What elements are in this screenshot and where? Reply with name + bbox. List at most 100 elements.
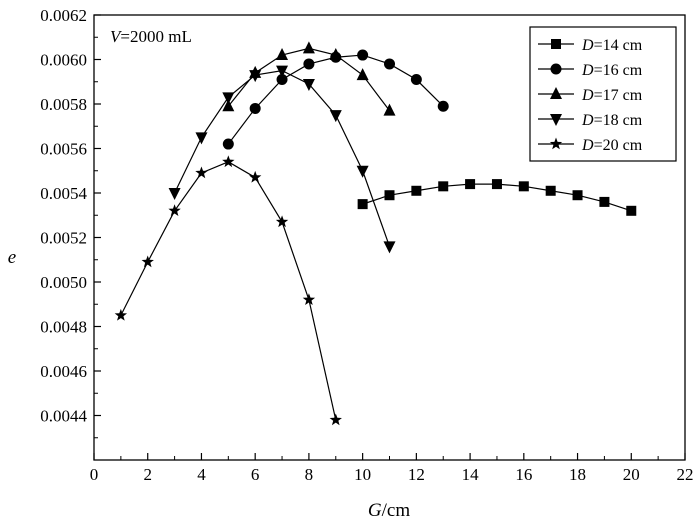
y-tick-label: 0.0056 <box>40 140 87 159</box>
x-tick-label: 4 <box>197 465 206 484</box>
series-1 <box>357 179 637 216</box>
x-axis-title-var: G <box>368 500 382 521</box>
legend-marker <box>550 87 562 99</box>
axes: 0 2 4 6 8 10 12 14 16 18 20 22 0.0044 0.0046 0.0048 0.0… <box>40 6 693 484</box>
data-point <box>114 308 128 321</box>
legend-marker <box>550 114 562 126</box>
legend-label-rest: =18 cm <box>594 112 643 129</box>
legend: D=14 cmD=16 cmD=17 cmD=18 cmD=20 cm <box>529 26 677 162</box>
x-tick-label: 16 <box>515 465 532 484</box>
data-point <box>329 110 342 123</box>
series-4 <box>168 65 396 254</box>
legend-item: D=14 cm <box>538 37 643 54</box>
x-tick-label: 14 <box>462 465 480 484</box>
y-tick-label: 0.0058 <box>40 95 87 114</box>
data-point <box>438 181 449 192</box>
legend-label-rest: =14 cm <box>594 37 643 54</box>
data-point <box>302 293 316 306</box>
data-point <box>222 155 235 168</box>
data-point <box>329 48 342 61</box>
y-axis-title: e <box>8 247 16 268</box>
data-point <box>168 188 181 200</box>
legend-label-rest: =20 cm <box>594 137 643 154</box>
legend-label: D=14 cm <box>581 37 643 54</box>
x-tick-label: 0 <box>90 465 99 484</box>
x-tick-label: 6 <box>251 465 260 484</box>
x-tick-label: 20 <box>623 465 640 484</box>
legend-label-var: D <box>581 112 594 129</box>
data-point <box>276 74 288 86</box>
x-tick-label: 8 <box>305 465 314 484</box>
data-point <box>302 78 315 91</box>
data-point <box>599 196 610 207</box>
legend-marker <box>551 39 561 49</box>
legend-label: D=17 cm <box>581 87 643 104</box>
y-axis-title-var: e <box>8 247 16 268</box>
legend-label-var: D <box>581 62 594 79</box>
annotation-volume-rest: =2000 mL <box>120 27 191 46</box>
data-point <box>275 215 289 228</box>
data-point <box>195 132 208 145</box>
data-point <box>249 70 262 83</box>
data-point <box>572 190 583 201</box>
data-point <box>356 165 369 178</box>
x-tick-label: 2 <box>143 465 152 484</box>
x-tick-label: 10 <box>354 465 371 484</box>
legend-marker <box>549 137 563 150</box>
x-axis-title-rest: /cm <box>382 500 411 521</box>
data-point <box>545 185 556 196</box>
data-point <box>411 185 422 196</box>
data-point <box>437 100 449 112</box>
x-tick-label: 18 <box>569 465 586 484</box>
legend-label: D=20 cm <box>581 137 643 154</box>
legend-label-var: D <box>581 87 594 104</box>
legend-item: D=20 cm <box>538 137 643 154</box>
annotation-volume: V=2000 mL <box>110 27 192 46</box>
data-point <box>303 58 315 70</box>
data-point <box>518 181 529 192</box>
data-point <box>357 199 368 210</box>
data-point <box>195 166 208 179</box>
data-point <box>329 413 342 426</box>
annotation-volume-var: V <box>110 27 123 46</box>
data-point <box>249 102 261 114</box>
y-tick-label: 0.0052 <box>40 229 87 248</box>
data-point <box>141 255 154 268</box>
legend-item: D=18 cm <box>538 112 643 129</box>
data-point <box>222 92 235 105</box>
data-point <box>168 204 181 217</box>
y-tick-label: 0.0044 <box>40 407 87 426</box>
data-point <box>410 74 422 86</box>
data-point <box>626 205 637 216</box>
data-point <box>276 65 289 78</box>
data-point <box>384 58 395 70</box>
data-point <box>357 49 369 61</box>
data-point <box>384 190 395 201</box>
series-5 <box>114 155 342 426</box>
legend-label: D=16 cm <box>581 62 643 79</box>
data-point <box>356 68 369 81</box>
data-point <box>491 179 502 190</box>
legend-item: D=17 cm <box>538 87 643 104</box>
data-point <box>276 48 289 61</box>
y-tick-label: 0.0054 <box>40 184 87 203</box>
x-tick-label: 22 <box>677 465 694 484</box>
data-point <box>465 179 476 190</box>
legend-label-rest: =17 cm <box>594 87 643 104</box>
legend-label-var: D <box>581 37 594 54</box>
y-tick-label: 0.0050 <box>40 273 87 292</box>
x-axis-title: G/cm <box>368 500 410 521</box>
data-point <box>302 41 315 54</box>
series-group <box>114 41 637 426</box>
data-point <box>383 241 396 254</box>
data-point <box>222 138 234 150</box>
data-point <box>383 103 396 116</box>
data-point <box>249 170 262 183</box>
y-tick-label: 0.0060 <box>40 51 87 70</box>
y-tick-label: 0.0046 <box>40 362 87 381</box>
legend-label: D=18 cm <box>581 112 643 129</box>
data-point <box>222 99 235 112</box>
legend-marker <box>550 63 562 75</box>
legend-label-rest: =16 cm <box>594 62 643 79</box>
